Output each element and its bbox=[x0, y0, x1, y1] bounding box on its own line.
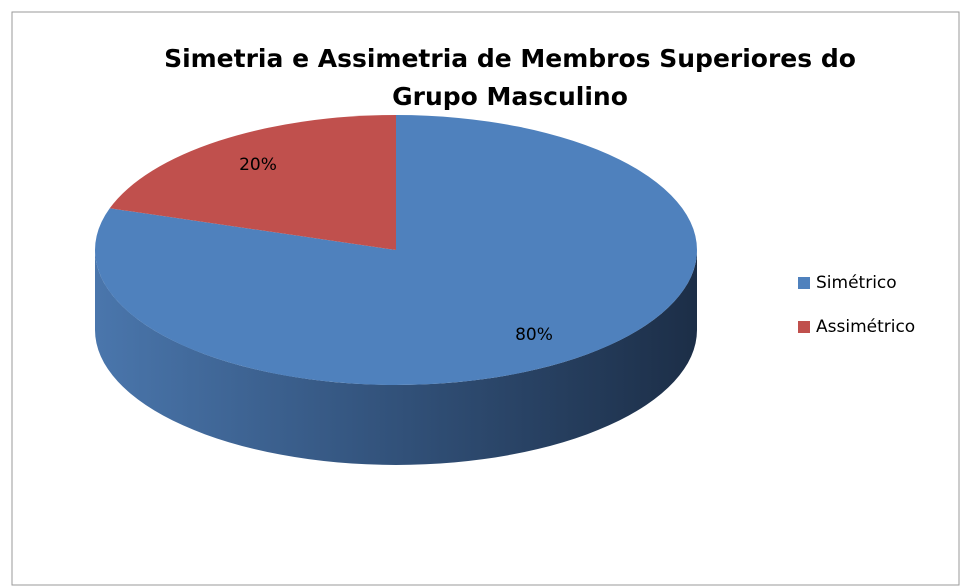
legend-swatch bbox=[798, 277, 810, 289]
pie-side bbox=[95, 250, 697, 465]
legend-swatch bbox=[798, 321, 810, 333]
pie-slice bbox=[109, 115, 396, 250]
data-label: 80% bbox=[515, 325, 553, 345]
chart-title: Simetria e Assimetria de Membros Superio… bbox=[164, 44, 856, 111]
data-label: 20% bbox=[239, 155, 277, 175]
pie: 80% 20% bbox=[95, 115, 698, 465]
legend-label: Assimétrico bbox=[816, 317, 915, 337]
legend-label: Simétrico bbox=[816, 273, 897, 293]
legend: Simétrico Assimétrico bbox=[798, 273, 915, 337]
